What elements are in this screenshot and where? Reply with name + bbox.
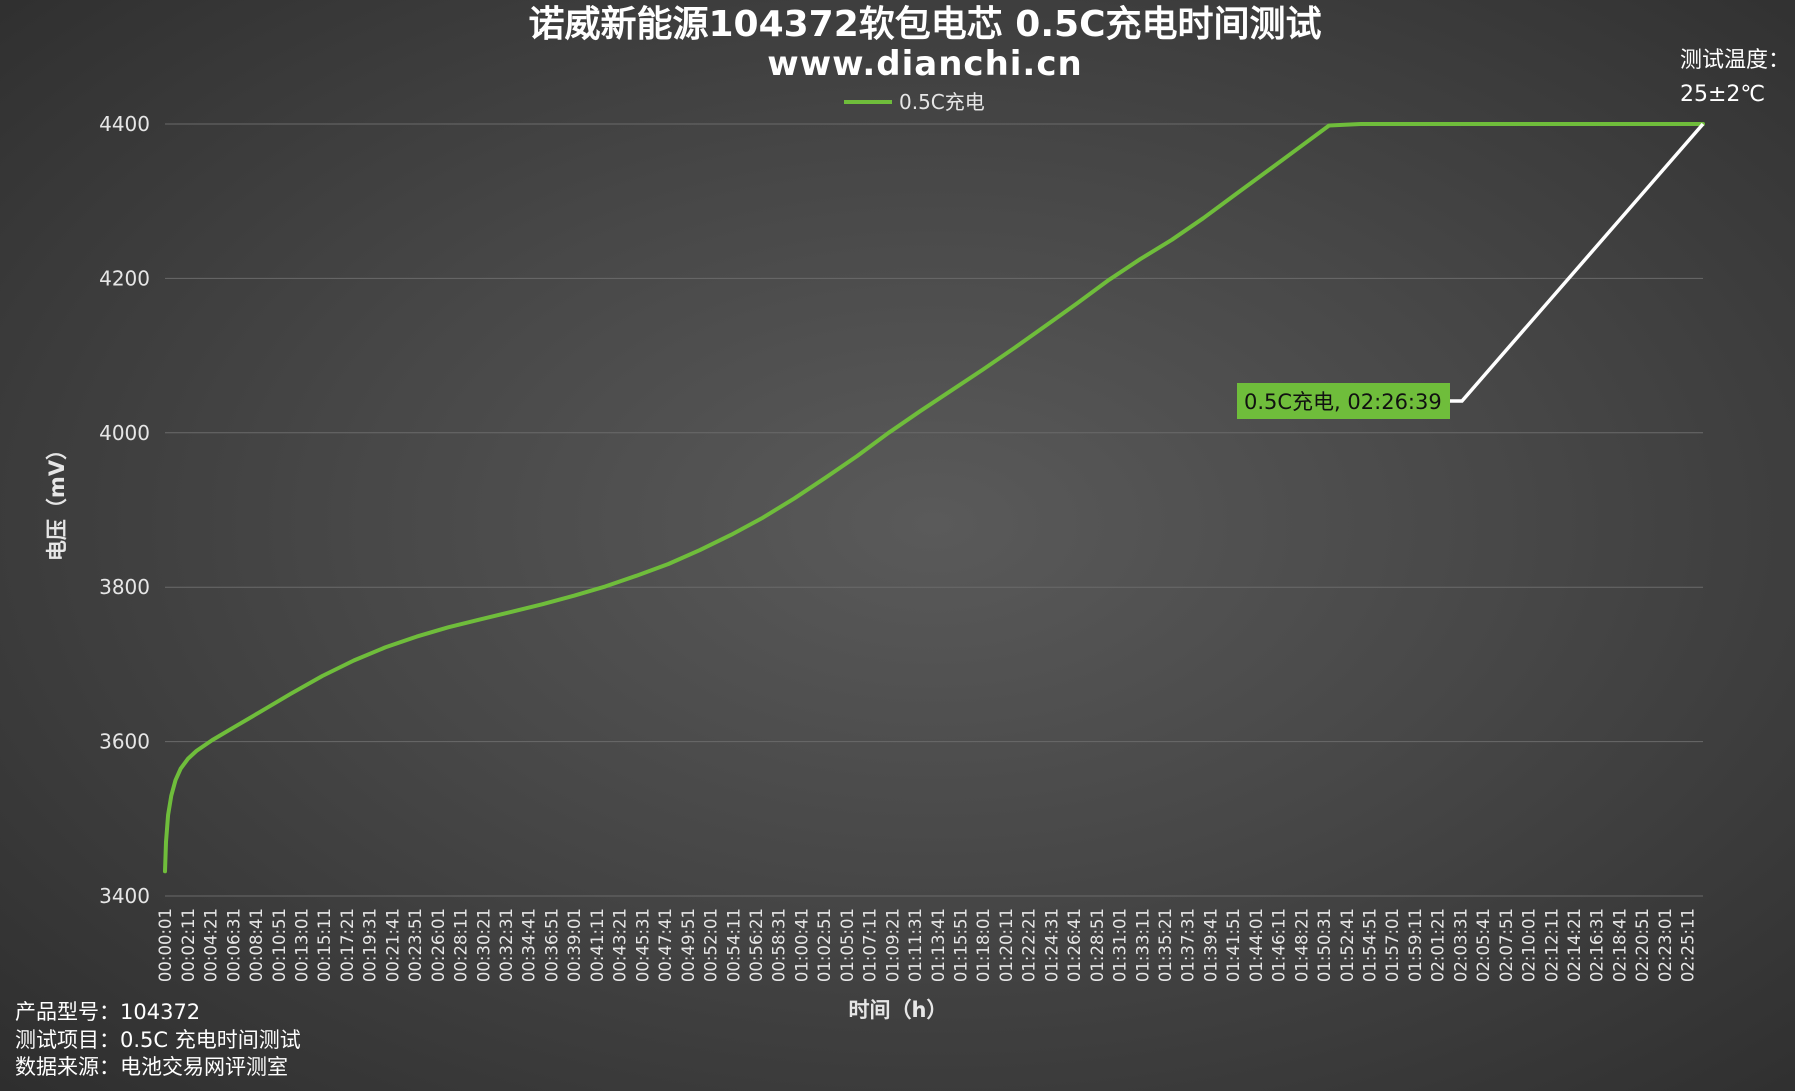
x-tick-label: 01:41:51 [1224,908,1243,982]
x-tick-label: 01:59:11 [1406,908,1425,982]
grid [165,123,1703,897]
x-tick-label: 02:16:31 [1588,908,1607,982]
x-tick-label: 00:58:31 [770,908,789,982]
x-tick-label: 00:49:51 [679,908,698,982]
y-tick-label: 3800 [99,575,150,599]
x-tick-label: 00:39:01 [565,908,584,982]
x-tick-label: 01:37:31 [1179,908,1198,982]
x-tick-label: 01:50:31 [1315,908,1334,982]
x-tick-label: 01:09:21 [883,908,902,982]
x-tick-label: 01:54:51 [1361,908,1380,982]
x-tick-label: 00:04:21 [202,908,221,982]
x-tick-label: 01:31:01 [1111,908,1130,982]
callout-label: 0.5C充电, 02:26:39 [1244,390,1442,414]
x-tick-label: 01:52:41 [1338,908,1357,982]
x-tick-label: 00:13:01 [293,908,312,982]
x-tick-label: 01:46:11 [1270,908,1289,982]
x-tick-label: 00:23:51 [406,908,425,982]
x-tick-label: 01:57:01 [1383,908,1402,982]
x-tick-label: 01:13:41 [929,908,948,982]
x-tick-label: 00:21:41 [383,908,402,982]
y-axis-ticks: 3400 3600 3800 4000 4200 4400 [99,112,150,908]
x-tick-label: 00:08:41 [247,908,266,982]
chart-title: 诺威新能源104372软包电芯 0.5C充电时间测试 [528,4,1321,45]
x-tick-label: 01:20:11 [997,908,1016,982]
test-temperature-value: 25±2℃ [1680,82,1765,107]
x-tick-label: 00:06:31 [224,908,243,982]
x-tick-label: 00:34:41 [520,908,539,982]
series-line-0-5c-charge [163,122,1705,874]
x-tick-label: 01:35:21 [1156,908,1175,982]
x-tick-label: 00:15:11 [315,908,334,982]
x-tick-label: 01:02:51 [815,908,834,982]
x-tick-label: 02:05:41 [1474,908,1493,982]
x-tick-label: 02:18:41 [1610,908,1629,982]
legend: 0.5C充电 [844,90,985,114]
x-tick-label: 02:12:11 [1542,908,1561,982]
callout-leader-line [1450,122,1705,403]
x-tick-label: 00:56:21 [747,908,766,982]
x-tick-label: 02:07:51 [1497,908,1516,982]
callout-box [1237,383,1450,419]
x-tick-label: 01:18:01 [974,908,993,982]
y-tick-label: 3400 [99,884,150,908]
x-tick-label: 00:36:51 [543,908,562,982]
x-tick-label: 01:07:11 [861,908,880,982]
y-axis-label: 电压（mV） [45,439,69,561]
x-tick-label: 00:41:11 [588,908,607,982]
x-tick-label: 01:44:01 [1247,908,1266,982]
x-tick-label: 00:45:31 [633,908,652,982]
y-tick-label: 4000 [99,421,150,445]
x-tick-label: 02:25:11 [1679,908,1698,982]
info-model: 产品型号：104372 [15,1000,200,1024]
x-tick-label: 00:10:51 [270,908,289,982]
y-tick-label: 3600 [99,730,150,754]
x-axis-ticks: 00:00:01 00:02:11 00:04:21 00:06:31 00:08:41… [156,908,1697,982]
x-tick-label: 01:39:41 [1201,908,1220,982]
x-tick-label: 01:00:41 [792,908,811,982]
x-tick-label: 00:30:21 [474,908,493,982]
x-tick-label: 01:05:01 [838,908,857,982]
test-temperature-label: 测试温度： [1680,48,1790,73]
info-source: 数据来源：电池交易网评测室 [15,1055,288,1079]
x-tick-label: 01:15:51 [952,908,971,982]
x-tick-label: 00:17:21 [338,908,357,982]
x-tick-label: 00:00:01 [156,908,175,982]
x-tick-label: 02:14:21 [1565,908,1584,982]
x-tick-label: 01:33:11 [1133,908,1152,982]
x-tick-label: 00:32:31 [497,908,516,982]
x-tick-label: 01:24:31 [1042,908,1061,982]
x-tick-label: 02:10:01 [1520,908,1539,982]
x-tick-label: 00:52:01 [702,908,721,982]
x-tick-label: 00:43:21 [611,908,630,982]
x-tick-label: 02:20:51 [1633,908,1652,982]
x-tick-label: 00:47:41 [656,908,675,982]
x-tick-label: 01:48:21 [1292,908,1311,982]
y-tick-label: 4200 [99,266,150,290]
chart-subtitle: www.dianchi.cn [767,44,1082,84]
x-tick-label: 01:26:41 [1065,908,1084,982]
legend-label: 0.5C充电 [899,90,985,114]
x-tick-label: 00:28:11 [452,908,471,982]
x-tick-label: 01:22:21 [1020,908,1039,982]
y-tick-label: 4400 [99,112,150,136]
x-tick-label: 02:03:31 [1451,908,1470,982]
x-tick-label: 00:02:11 [179,908,198,982]
x-tick-label: 02:01:21 [1429,908,1448,982]
x-tick-label: 01:28:51 [1088,908,1107,982]
x-tick-label: 01:11:31 [906,908,925,982]
x-axis-label: 时间（h） [849,998,948,1022]
x-tick-label: 00:19:31 [361,908,380,982]
info-test-item: 测试项目：0.5C 充电时间测试 [15,1028,301,1052]
x-tick-label: 02:23:01 [1656,908,1675,982]
x-tick-label: 00:26:01 [429,908,448,982]
x-tick-label: 00:54:11 [724,908,743,982]
